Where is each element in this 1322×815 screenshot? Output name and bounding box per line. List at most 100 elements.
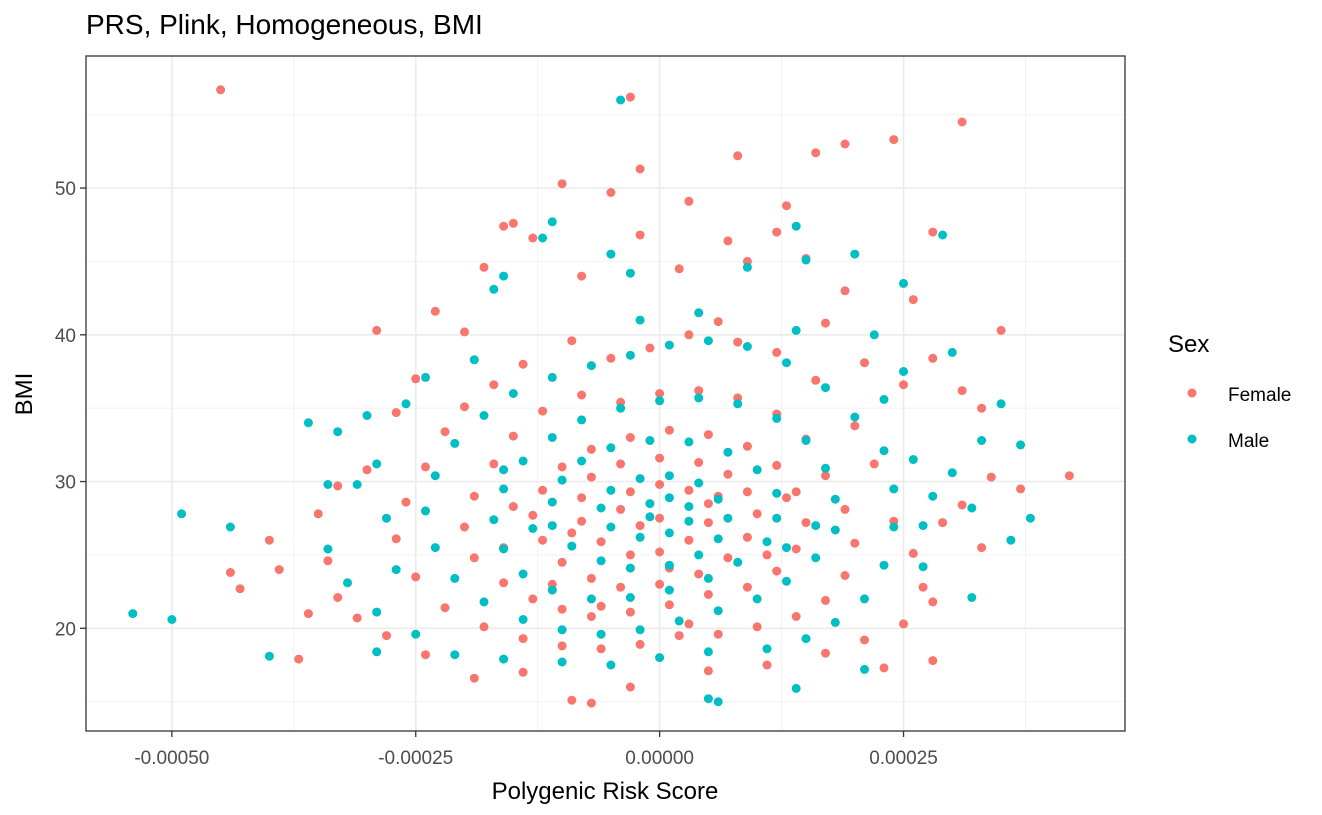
- data-point-male: [372, 607, 382, 617]
- data-point-male: [625, 268, 635, 278]
- legend: Sex Female Male: [1168, 331, 1291, 452]
- data-point-female: [821, 648, 830, 658]
- data-point-male: [635, 315, 645, 325]
- data-point-male: [733, 557, 743, 567]
- data-point-female: [333, 593, 343, 602]
- data-point-female: [586, 444, 596, 454]
- data-point-female: [655, 480, 665, 489]
- data-point-female: [899, 380, 908, 390]
- data-point-male: [362, 411, 372, 420]
- data-point-female: [625, 433, 635, 442]
- data-point-male: [625, 563, 635, 573]
- data-point-female: [313, 509, 323, 519]
- data-point-female: [411, 572, 421, 582]
- data-point-male: [772, 488, 782, 498]
- data-point-male: [928, 491, 938, 501]
- data-point-female: [538, 406, 548, 416]
- data-point-male: [684, 437, 694, 447]
- data-point-female: [821, 318, 830, 328]
- data-point-male: [899, 278, 908, 288]
- data-point-female: [908, 295, 918, 305]
- data-point-male: [713, 697, 723, 707]
- data-point-male: [664, 560, 674, 570]
- data-point-male: [811, 521, 821, 531]
- data-point-male: [518, 569, 528, 579]
- data-point-male: [450, 573, 460, 583]
- data-point-female: [274, 565, 284, 575]
- data-point-male: [547, 497, 557, 507]
- data-point-male: [411, 629, 421, 639]
- data-point-female: [713, 629, 723, 639]
- data-point-male: [518, 615, 528, 624]
- data-point-male: [713, 494, 723, 504]
- data-point-female: [879, 663, 889, 673]
- data-point-male: [782, 358, 791, 368]
- legend-label-female: Female: [1228, 385, 1291, 406]
- data-point-female: [977, 543, 987, 553]
- data-point-male: [499, 465, 509, 475]
- data-point-male: [772, 413, 782, 423]
- data-point-female: [567, 336, 577, 346]
- data-point-female: [391, 408, 401, 418]
- data-point-female: [772, 347, 782, 357]
- data-point-female: [489, 459, 499, 469]
- data-point-female: [742, 582, 752, 592]
- data-point-male: [752, 594, 762, 604]
- data-point-male: [635, 625, 645, 635]
- data-point-male: [694, 478, 704, 488]
- data-point-female: [772, 460, 782, 470]
- data-point-male: [801, 255, 811, 265]
- data-point-female: [577, 271, 587, 281]
- data-point-male: [996, 399, 1006, 409]
- data-point-female: [216, 85, 226, 95]
- data-point-female: [606, 353, 616, 363]
- data-point-female: [928, 227, 938, 237]
- data-point-female: [772, 566, 782, 576]
- data-point-male: [547, 585, 557, 595]
- data-point-female: [625, 682, 635, 692]
- data-point-male: [577, 456, 587, 466]
- data-point-male: [557, 657, 567, 667]
- data-point-male: [703, 573, 713, 583]
- data-point-female: [577, 390, 587, 400]
- data-point-male: [547, 372, 557, 382]
- data-point-male: [947, 347, 957, 357]
- data-point-female: [479, 622, 489, 632]
- legend-key-male: [1187, 434, 1197, 444]
- data-point-male: [918, 521, 928, 531]
- data-point-female: [733, 151, 743, 161]
- data-point-male: [167, 615, 177, 624]
- data-point-female: [235, 584, 245, 594]
- data-point-male: [723, 447, 733, 457]
- data-point-male: [128, 609, 138, 619]
- data-point-male: [782, 543, 791, 553]
- data-point-male: [586, 594, 596, 604]
- data-point-female: [782, 201, 791, 211]
- data-point-female: [733, 337, 743, 347]
- plot-border: [85, 55, 1126, 732]
- data-point-female: [225, 568, 235, 577]
- data-point-female: [928, 353, 938, 363]
- data-point-male: [625, 593, 635, 602]
- data-point-male: [557, 475, 567, 485]
- data-point-female: [674, 264, 684, 274]
- data-point-male: [879, 446, 889, 456]
- data-point-male: [645, 436, 655, 445]
- data-point-male: [469, 355, 479, 365]
- data-point-female: [596, 644, 606, 654]
- data-point-female: [713, 317, 723, 327]
- x-axis: -0.00050 -0.00025 0.00000 0.00025: [134, 731, 938, 769]
- data-point-female: [528, 233, 538, 243]
- data-point-female: [723, 553, 733, 563]
- plot-panel: [86, 56, 1125, 731]
- data-point-male: [830, 617, 840, 627]
- data-point-female: [508, 431, 518, 441]
- data-point-male: [382, 513, 391, 523]
- data-point-male: [879, 560, 889, 570]
- data-point-male: [733, 399, 743, 409]
- data-point-female: [703, 499, 713, 509]
- data-point-male: [499, 544, 509, 554]
- legend-key-female: [1187, 388, 1197, 398]
- data-point-female: [538, 485, 548, 495]
